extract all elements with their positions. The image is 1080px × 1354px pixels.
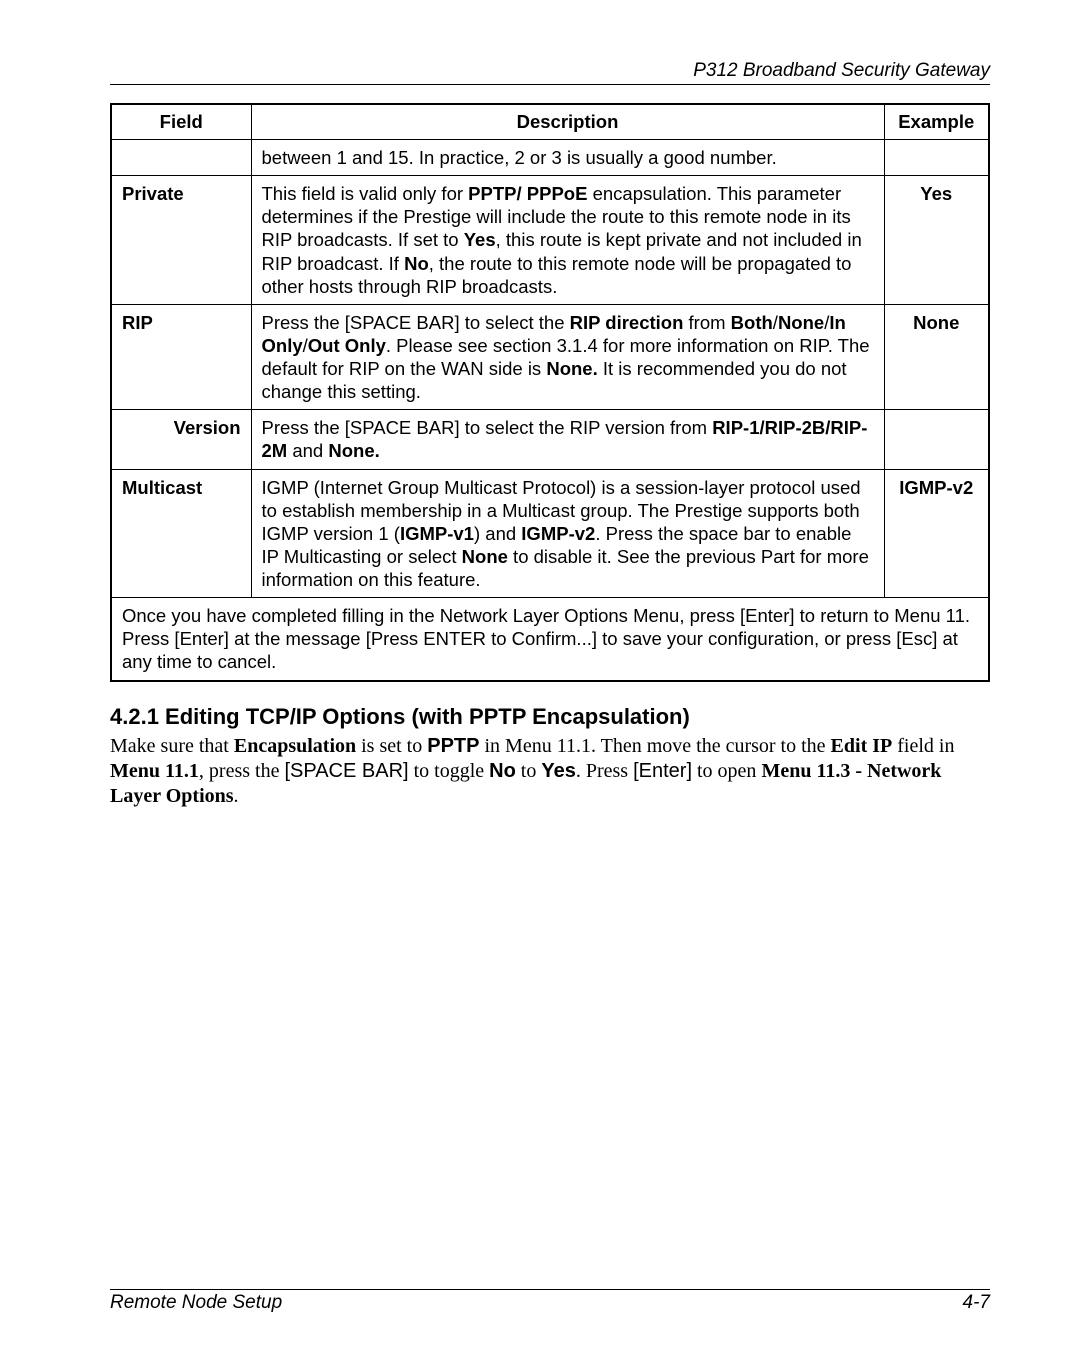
header-rule: P312 Broadband Security Gateway xyxy=(110,60,990,85)
section-heading: 4.2.1 Editing TCP/IP Options (with PPTP … xyxy=(110,704,990,730)
page-footer: Remote Node Setup 4-7 xyxy=(110,1289,990,1314)
bold-text: None xyxy=(778,312,824,333)
cell-field-private: Private xyxy=(111,176,251,305)
cell-example-rip: None xyxy=(884,304,989,410)
sans-text: [Enter] xyxy=(633,760,692,782)
footer-right: 4-7 xyxy=(963,1292,990,1314)
sans-text: [SPACE BAR] xyxy=(284,760,408,782)
bold-text: No xyxy=(404,253,429,274)
text: to open xyxy=(692,760,761,782)
text: , press the xyxy=(199,760,285,782)
cell-example xyxy=(884,140,989,176)
text: to xyxy=(516,760,542,782)
text: from xyxy=(683,312,730,333)
cell-description-version: Press the [SPACE BAR] to select the RIP … xyxy=(251,410,884,469)
table-footer-text: Once you have completed filling in the N… xyxy=(111,598,989,681)
text: Press the [SPACE BAR] to select the xyxy=(262,312,570,333)
table-header-row: Field Description Example xyxy=(111,104,989,140)
cell-example-multicast: IGMP-v2 xyxy=(884,469,989,598)
options-table: Field Description Example between 1 and … xyxy=(110,103,990,682)
bold-text: Both xyxy=(731,312,773,333)
text: . xyxy=(234,785,239,807)
bold-sans-text: Yes xyxy=(541,760,575,782)
cell-field xyxy=(111,140,251,176)
bold-text: Out Only xyxy=(308,335,386,356)
table-row: RIP Press the [SPACE BAR] to select the … xyxy=(111,304,989,410)
bold-text: Yes xyxy=(464,229,496,250)
cell-description: between 1 and 15. In practice, 2 or 3 is… xyxy=(251,140,884,176)
cell-description-rip: Press the [SPACE BAR] to select the RIP … xyxy=(251,304,884,410)
text: This field is valid only for xyxy=(262,183,469,204)
page-container: P312 Broadband Security Gateway Field De… xyxy=(0,0,1080,1354)
table-row: between 1 and 15. In practice, 2 or 3 is… xyxy=(111,140,989,176)
col-example-header: Example xyxy=(884,104,989,140)
cell-example-private: Yes xyxy=(884,176,989,305)
text: . Press xyxy=(576,760,633,782)
bold-text: Encapsulation xyxy=(234,735,356,757)
bold-text: Menu 11.1 xyxy=(110,760,199,782)
cell-field-version: Version xyxy=(111,410,251,469)
text: and xyxy=(287,440,328,461)
bold-text: None xyxy=(462,546,508,567)
bold-text: None. xyxy=(546,358,597,379)
bold-text: None. xyxy=(328,440,379,461)
bold-text: IGMP-v1 xyxy=(400,523,474,544)
text: to toggle xyxy=(409,760,490,782)
bold-sans-text: No xyxy=(489,760,516,782)
cell-field-multicast: Multicast xyxy=(111,469,251,598)
bold-sans-text: PPTP xyxy=(427,735,479,757)
text: Make sure that xyxy=(110,735,234,757)
bold-text: Edit IP xyxy=(831,735,893,757)
col-field-header: Field xyxy=(111,104,251,140)
text: in Menu 11.1. Then move the cursor to th… xyxy=(480,735,831,757)
cell-field-rip: RIP xyxy=(111,304,251,410)
bold-text: IGMP-v2 xyxy=(521,523,595,544)
table-row: Private This field is valid only for PPT… xyxy=(111,176,989,305)
footer-left: Remote Node Setup xyxy=(110,1292,282,1314)
cell-description-private: This field is valid only for PPTP/ PPPoE… xyxy=(251,176,884,305)
text: ) and xyxy=(474,523,521,544)
table-row: Multicast IGMP (Internet Group Multicast… xyxy=(111,469,989,598)
section-paragraph: Make sure that Encapsulation is set to P… xyxy=(110,734,990,809)
cell-description-multicast: IGMP (Internet Group Multicast Protocol)… xyxy=(251,469,884,598)
bold-text: RIP direction xyxy=(570,312,684,333)
text: is set to xyxy=(356,735,427,757)
text: field in xyxy=(892,735,954,757)
bold-text: PPTP/ PPPoE xyxy=(468,183,587,204)
table-row: Version Press the [SPACE BAR] to select … xyxy=(111,410,989,469)
cell-example-version xyxy=(884,410,989,469)
col-description-header: Description xyxy=(251,104,884,140)
header-title: P312 Broadband Security Gateway xyxy=(110,60,990,82)
table-footer-row: Once you have completed filling in the N… xyxy=(111,598,989,681)
text: Press the [SPACE BAR] to select the RIP … xyxy=(262,417,713,438)
